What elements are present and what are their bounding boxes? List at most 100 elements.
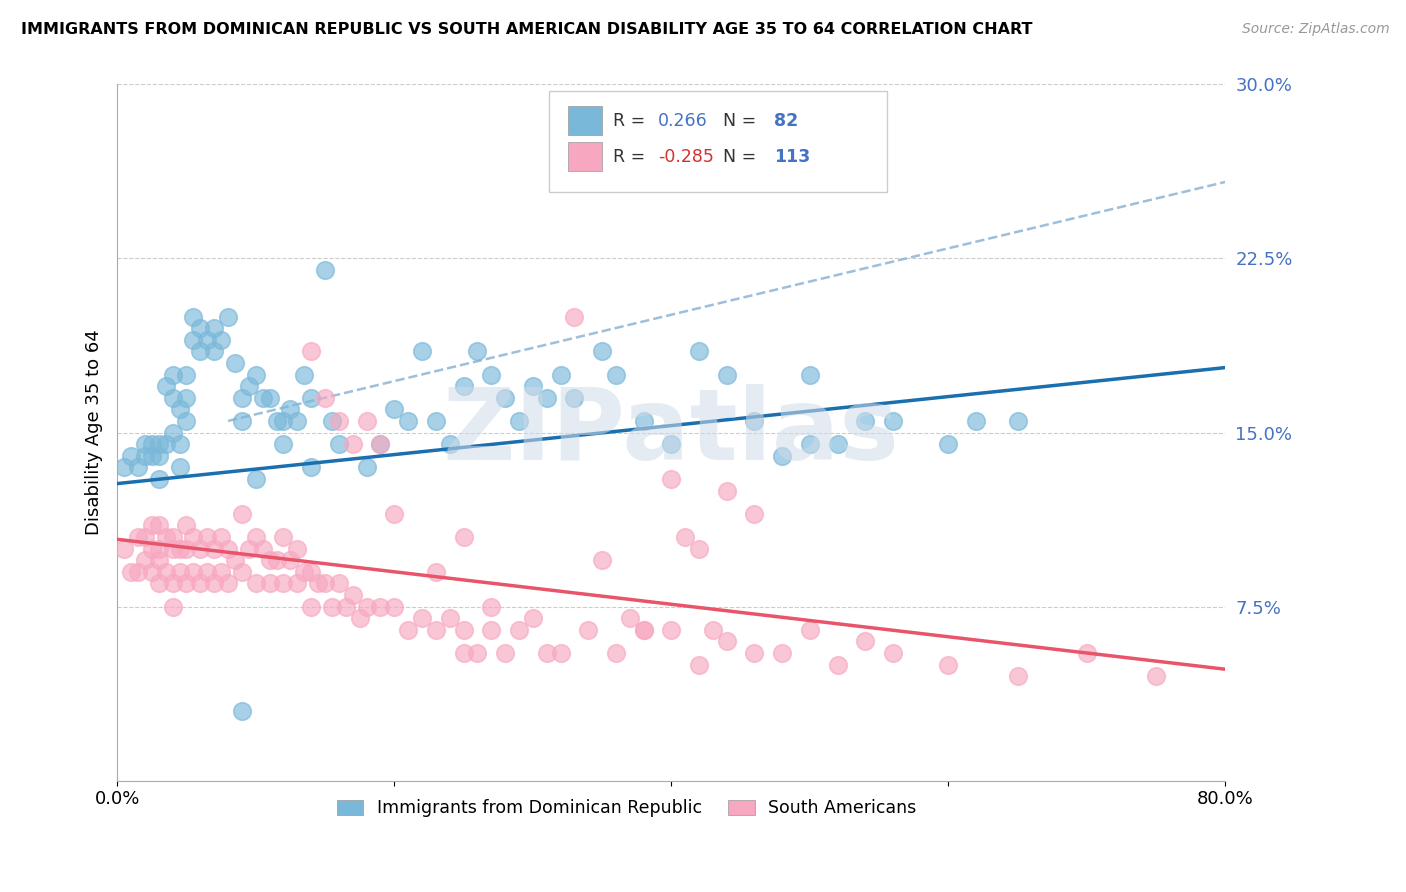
- Point: [356, 460, 378, 475]
- Point: [536, 391, 558, 405]
- Point: [299, 344, 322, 359]
- Point: [209, 530, 232, 544]
- Point: [120, 449, 142, 463]
- Point: [148, 437, 170, 451]
- Point: [155, 530, 177, 544]
- Point: [188, 576, 211, 591]
- Point: [195, 530, 218, 544]
- Point: [550, 646, 572, 660]
- Point: [853, 634, 876, 648]
- Point: [508, 623, 530, 637]
- Bar: [568, 142, 602, 171]
- Point: [112, 541, 135, 556]
- Point: [938, 657, 960, 672]
- Point: [522, 379, 544, 393]
- Text: 0.266: 0.266: [658, 112, 707, 129]
- Point: [231, 507, 253, 521]
- Point: [273, 530, 295, 544]
- Point: [439, 611, 461, 625]
- Point: [148, 472, 170, 486]
- Point: [299, 565, 322, 579]
- Point: [702, 623, 724, 637]
- Point: [141, 449, 163, 463]
- Point: [659, 472, 682, 486]
- Point: [217, 541, 239, 556]
- Point: [688, 541, 710, 556]
- Point: [799, 368, 821, 382]
- Point: [744, 507, 766, 521]
- Point: [176, 518, 198, 533]
- Point: [259, 576, 281, 591]
- Point: [396, 623, 419, 637]
- Point: [382, 507, 405, 521]
- Point: [494, 391, 516, 405]
- Point: [134, 530, 156, 544]
- Point: [155, 379, 177, 393]
- Point: [231, 414, 253, 428]
- Point: [356, 599, 378, 614]
- Bar: [568, 106, 602, 136]
- Point: [231, 391, 253, 405]
- Point: [799, 623, 821, 637]
- Point: [273, 437, 295, 451]
- Point: [238, 379, 260, 393]
- FancyBboxPatch shape: [550, 91, 887, 193]
- Point: [202, 344, 225, 359]
- Point: [1076, 646, 1098, 660]
- Point: [292, 565, 315, 579]
- Point: [245, 368, 267, 382]
- Point: [141, 565, 163, 579]
- Point: [591, 344, 613, 359]
- Point: [799, 437, 821, 451]
- Point: [335, 599, 357, 614]
- Point: [770, 646, 793, 660]
- Text: -0.285: -0.285: [658, 148, 714, 166]
- Point: [141, 437, 163, 451]
- Point: [633, 623, 655, 637]
- Text: N =: N =: [724, 112, 762, 129]
- Point: [134, 553, 156, 567]
- Point: [479, 368, 502, 382]
- Point: [314, 263, 336, 277]
- Text: IMMIGRANTS FROM DOMINICAN REPUBLIC VS SOUTH AMERICAN DISABILITY AGE 35 TO 64 COR: IMMIGRANTS FROM DOMINICAN REPUBLIC VS SO…: [21, 22, 1032, 37]
- Point: [162, 599, 184, 614]
- Point: [169, 402, 191, 417]
- Point: [453, 379, 475, 393]
- Point: [245, 576, 267, 591]
- Text: R =: R =: [613, 148, 651, 166]
- Point: [195, 333, 218, 347]
- Point: [148, 449, 170, 463]
- Point: [252, 541, 274, 556]
- Point: [522, 611, 544, 625]
- Point: [605, 368, 627, 382]
- Point: [342, 437, 364, 451]
- Point: [224, 356, 246, 370]
- Point: [688, 344, 710, 359]
- Point: [307, 576, 329, 591]
- Point: [252, 391, 274, 405]
- Point: [328, 437, 350, 451]
- Point: [266, 553, 288, 567]
- Point: [439, 437, 461, 451]
- Point: [162, 425, 184, 440]
- Point: [688, 657, 710, 672]
- Point: [314, 391, 336, 405]
- Point: [321, 599, 343, 614]
- Point: [162, 576, 184, 591]
- Text: Source: ZipAtlas.com: Source: ZipAtlas.com: [1241, 22, 1389, 37]
- Point: [716, 634, 738, 648]
- Point: [564, 391, 586, 405]
- Point: [169, 565, 191, 579]
- Point: [245, 530, 267, 544]
- Point: [853, 414, 876, 428]
- Point: [453, 646, 475, 660]
- Point: [494, 646, 516, 660]
- Point: [285, 541, 308, 556]
- Text: 82: 82: [775, 112, 799, 129]
- Point: [120, 565, 142, 579]
- Point: [744, 646, 766, 660]
- Point: [169, 437, 191, 451]
- Point: [425, 565, 447, 579]
- Point: [134, 449, 156, 463]
- Point: [370, 437, 392, 451]
